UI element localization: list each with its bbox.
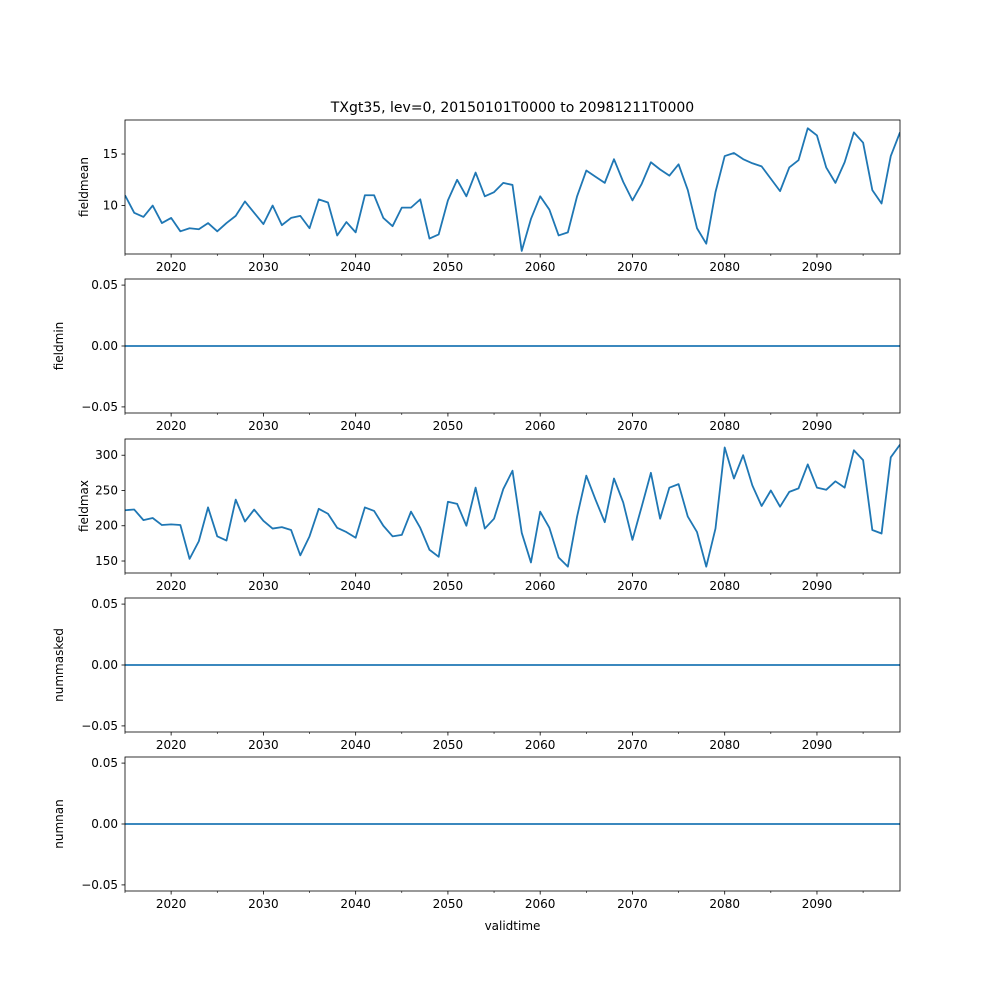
y-tick-label-fieldmax: 200 xyxy=(95,519,118,533)
x-tick-label-fieldmax: 2080 xyxy=(709,579,740,593)
x-tick-label-fieldmin: 2020 xyxy=(156,419,187,433)
x-tick-label-fieldmean: 2070 xyxy=(617,260,648,274)
x-tick-label-nummasked: 2030 xyxy=(248,738,279,752)
x-tick-label-nummasked: 2090 xyxy=(802,738,833,752)
y-tick-label-nummasked: 0.00 xyxy=(91,658,118,672)
y-tick-label-nummasked: 0.05 xyxy=(91,597,118,611)
x-tick-label-fieldmean: 2040 xyxy=(340,260,371,274)
series-line-fieldmax xyxy=(125,444,900,568)
y-tick-label-fieldmin: 0.00 xyxy=(91,339,118,353)
x-tick-label-fieldmean: 2030 xyxy=(248,260,279,274)
x-tick-label-numnan: 2070 xyxy=(617,897,648,911)
y-axis-label-fieldmax: fieldmax xyxy=(77,480,91,532)
axes-frame-fieldmax xyxy=(124,438,901,574)
x-tick-label-fieldmin: 2060 xyxy=(525,419,556,433)
x-tick-label-fieldmax: 2090 xyxy=(802,579,833,593)
x-tick-label-fieldmin: 2030 xyxy=(248,419,279,433)
x-tick-label-numnan: 2030 xyxy=(248,897,279,911)
x-tick-label-numnan: 2060 xyxy=(525,897,556,911)
y-axis-label-fieldmin: fieldmin xyxy=(52,322,66,371)
x-tick-label-fieldmean: 2090 xyxy=(802,260,833,274)
y-tick-label-fieldmax: 250 xyxy=(95,483,118,497)
x-tick-label-nummasked: 2040 xyxy=(340,738,371,752)
x-tick-label-fieldmax: 2070 xyxy=(617,579,648,593)
x-tick-label-nummasked: 2060 xyxy=(525,738,556,752)
y-tick-label-fieldmean: 10 xyxy=(103,199,118,213)
panel-fieldmean: 10 15 fieldmean 2020 2030 2040 2050 2060 2070 208… xyxy=(77,119,901,274)
axes-frame-fieldmean xyxy=(124,119,901,255)
y-tick-label-fieldmax: 150 xyxy=(95,554,118,568)
panel-fieldmin: −0.05 0.00 0.05 fieldmin 2020 2030 2040 2050 206… xyxy=(52,278,901,433)
panel-numnan: −0.05 0.00 0.05 numnan 2020 2030 2040 2050 2060 2… xyxy=(52,756,901,911)
y-tick-label-nummasked: −0.05 xyxy=(81,719,118,733)
y-tick-label-fieldmax: 300 xyxy=(95,448,118,462)
panel-fieldmax: 150 200 250 300 fieldmax 2020 2030 2040 2050 2060… xyxy=(77,438,901,593)
y-tick-label-numnan: 0.00 xyxy=(91,817,118,831)
x-tick-label-fieldmin: 2090 xyxy=(802,419,833,433)
x-tick-label-fieldmax: 2060 xyxy=(525,579,556,593)
x-tick-label-fieldmean: 2080 xyxy=(709,260,740,274)
y-tick-label-numnan: −0.05 xyxy=(81,878,118,892)
x-tick-label-numnan: 2020 xyxy=(156,897,187,911)
x-tick-label-numnan: 2050 xyxy=(433,897,464,911)
x-tick-label-nummasked: 2050 xyxy=(433,738,464,752)
x-tick-label-nummasked: 2070 xyxy=(617,738,648,752)
y-axis-label-fieldmean: fieldmean xyxy=(77,157,91,217)
x-tick-label-fieldmin: 2040 xyxy=(340,419,371,433)
y-axis-label-numnan: numnan xyxy=(52,799,66,848)
x-axis-label: validtime xyxy=(485,919,541,933)
x-tick-label-numnan: 2080 xyxy=(709,897,740,911)
y-tick-label-numnan: 0.05 xyxy=(91,756,118,770)
chart-title: TXgt35, lev=0, 20150101T0000 to 20981211… xyxy=(330,100,694,116)
x-tick-label-numnan: 2090 xyxy=(802,897,833,911)
x-tick-label-fieldmax: 2050 xyxy=(433,579,464,593)
panel-nummasked: −0.05 0.00 0.05 nummasked 2020 2030 2040 2050 20… xyxy=(52,597,901,752)
x-tick-label-fieldmean: 2020 xyxy=(156,260,187,274)
y-tick-label-fieldmin: 0.05 xyxy=(91,278,118,292)
x-tick-label-fieldmin: 2080 xyxy=(709,419,740,433)
y-tick-label-fieldmean: 15 xyxy=(103,147,118,161)
x-tick-label-fieldmax: 2020 xyxy=(156,579,187,593)
x-tick-label-fieldmean: 2060 xyxy=(525,260,556,274)
x-tick-label-nummasked: 2080 xyxy=(709,738,740,752)
x-tick-label-fieldmax: 2040 xyxy=(340,579,371,593)
x-tick-label-fieldmean: 2050 xyxy=(433,260,464,274)
x-tick-label-numnan: 2040 xyxy=(340,897,371,911)
series-line-fieldmean xyxy=(125,127,900,252)
x-tick-label-nummasked: 2020 xyxy=(156,738,187,752)
x-tick-label-fieldmin: 2070 xyxy=(617,419,648,433)
x-tick-label-fieldmin: 2050 xyxy=(433,419,464,433)
y-tick-label-fieldmin: −0.05 xyxy=(81,400,118,414)
x-tick-label-fieldmax: 2030 xyxy=(248,579,279,593)
y-axis-label-nummasked: nummasked xyxy=(52,628,66,702)
